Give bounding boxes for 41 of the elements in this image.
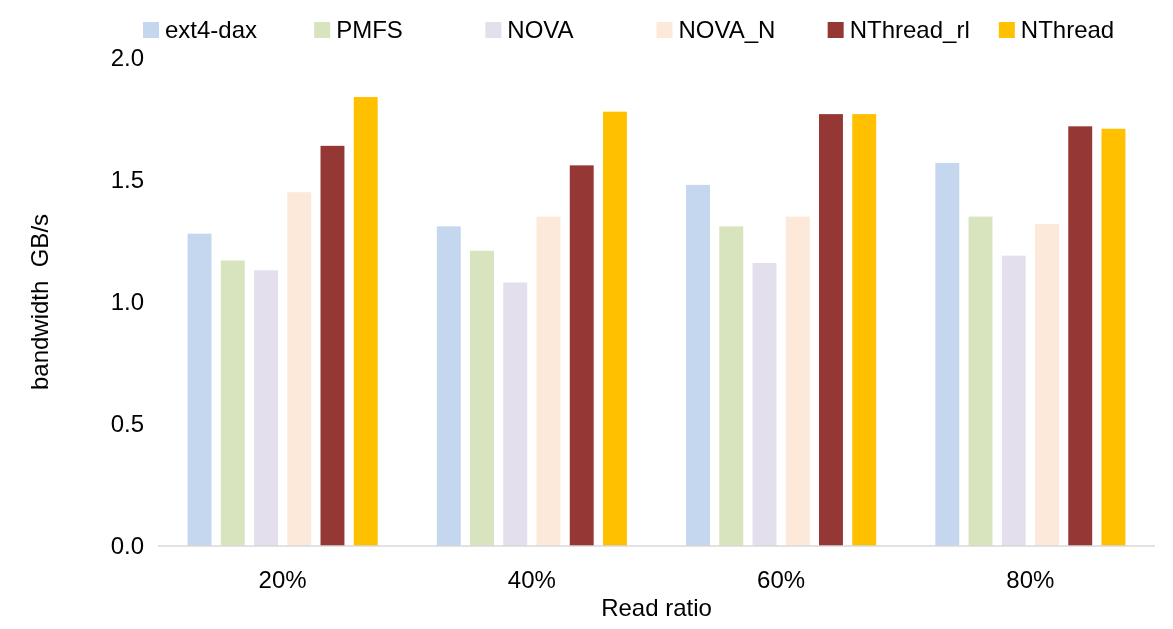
bar <box>1035 223 1059 546</box>
bar <box>819 114 843 546</box>
bar <box>1001 255 1026 546</box>
bar <box>436 226 461 546</box>
bar <box>320 145 345 546</box>
y-axis-title: bandwidth GB/s <box>26 213 53 391</box>
x-tick-label: 20% <box>258 566 307 593</box>
bar <box>1101 128 1126 546</box>
x-tick-label: 40% <box>507 566 556 593</box>
bar <box>935 162 960 546</box>
legend-label: NThread <box>1020 16 1115 44</box>
bar <box>852 114 877 546</box>
bar <box>287 192 312 546</box>
bar <box>536 216 561 546</box>
legend-label: PMFS <box>336 16 403 44</box>
y-tick-label: 0.5 <box>110 410 144 438</box>
bar <box>254 270 278 546</box>
x-tick-label: 80% <box>1006 566 1055 593</box>
bar <box>752 262 777 546</box>
legend-label: NOVA_N <box>678 16 776 44</box>
y-tick-label: 0.0 <box>110 532 144 560</box>
x-tick-label: 60% <box>757 566 806 593</box>
bar <box>503 282 528 546</box>
x-axis-title: Read ratio <box>601 594 712 621</box>
bar <box>1068 126 1093 546</box>
y-tick-label: 1.0 <box>110 288 144 316</box>
y-tick-label: 1.5 <box>110 166 144 194</box>
bar <box>187 233 212 546</box>
bar <box>602 111 627 546</box>
legend-label: ext4-dax <box>165 16 258 44</box>
bar <box>968 216 993 546</box>
bar <box>470 250 494 546</box>
legend-label: NThread_rl <box>849 16 970 44</box>
bar <box>569 165 594 546</box>
y-tick-label: 2.0 <box>110 44 144 72</box>
bar <box>686 184 711 546</box>
bar <box>353 97 378 546</box>
bar <box>220 260 245 546</box>
legend-label: NOVA <box>507 16 574 44</box>
bar <box>719 226 744 546</box>
bar <box>785 216 810 546</box>
